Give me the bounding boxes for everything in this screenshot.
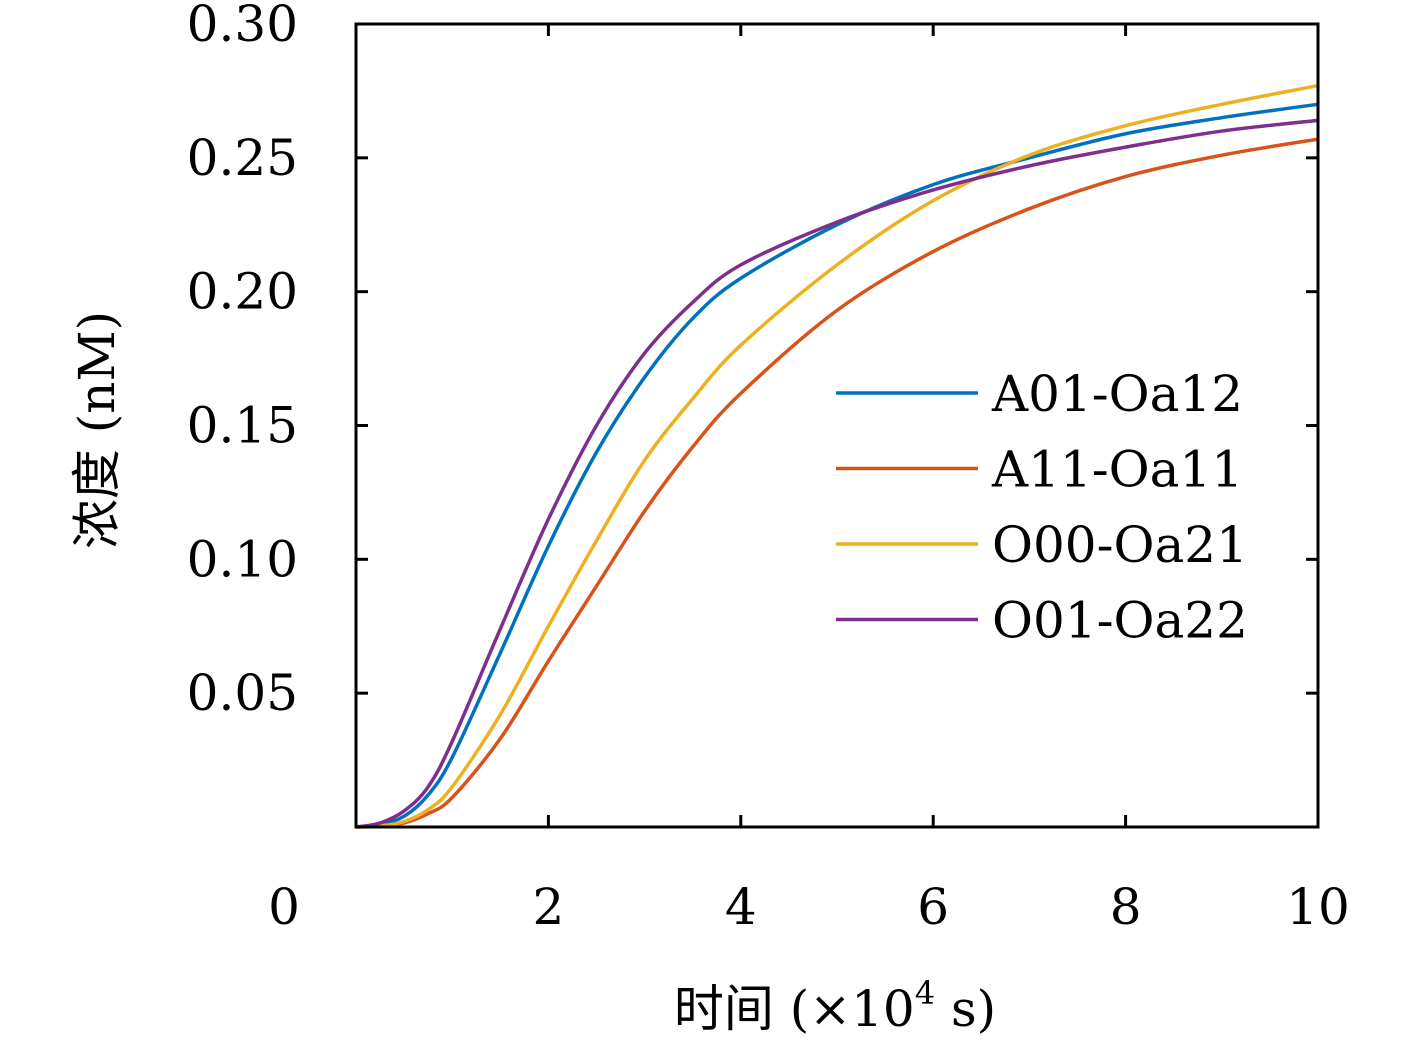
series-line-1 [355, 102, 1319, 829]
x-tick-label: 0 [268, 878, 300, 936]
y-tick-label: 0.30 [187, 0, 298, 53]
x-tick-label: 2 [532, 878, 564, 936]
y-tick-label: 0.10 [187, 530, 298, 588]
y-axis-title: 浓度 (nM) [68, 311, 126, 549]
plot-frame [354, 22, 1320, 829]
x-tick-label: 6 [917, 878, 949, 936]
tick-marks [354, 22, 1320, 827]
x-axis-title-exponent: 4 [915, 974, 935, 1012]
legend-label: A11-Oa11 [991, 441, 1243, 499]
x-axis-title: 时间 (×104 s) [674, 974, 996, 1038]
legend-label: O00-Oa21 [992, 516, 1248, 574]
series-line-2 [355, 137, 1319, 829]
plot-lines [355, 83, 1319, 829]
legend: A01-Oa12 A11-Oa11 O00-Oa21 O01-Oa22 [836, 365, 1248, 650]
legend-label: O01-Oa22 [992, 592, 1248, 650]
x-axis-title-unit: s) [935, 980, 996, 1038]
x-tick-label: 8 [1110, 878, 1142, 936]
x-axis-title-main: 时间 (×10 [674, 980, 915, 1038]
x-tick-label: 10 [1286, 878, 1350, 936]
x-tick-label: 4 [725, 878, 757, 936]
series-line-3 [355, 83, 1319, 829]
tick-labels: 0 2 4 6 8 10 0.05 0.10 0.15 0.20 0.25 0.30 [187, 0, 1350, 936]
series-line-4 [355, 118, 1319, 829]
y-tick-label: 0.05 [187, 664, 298, 722]
y-tick-label: 0.25 [187, 129, 298, 187]
y-tick-label: 0.20 [187, 263, 298, 321]
y-tick-label: 0.15 [187, 397, 298, 455]
legend-label: A01-Oa12 [991, 365, 1243, 423]
